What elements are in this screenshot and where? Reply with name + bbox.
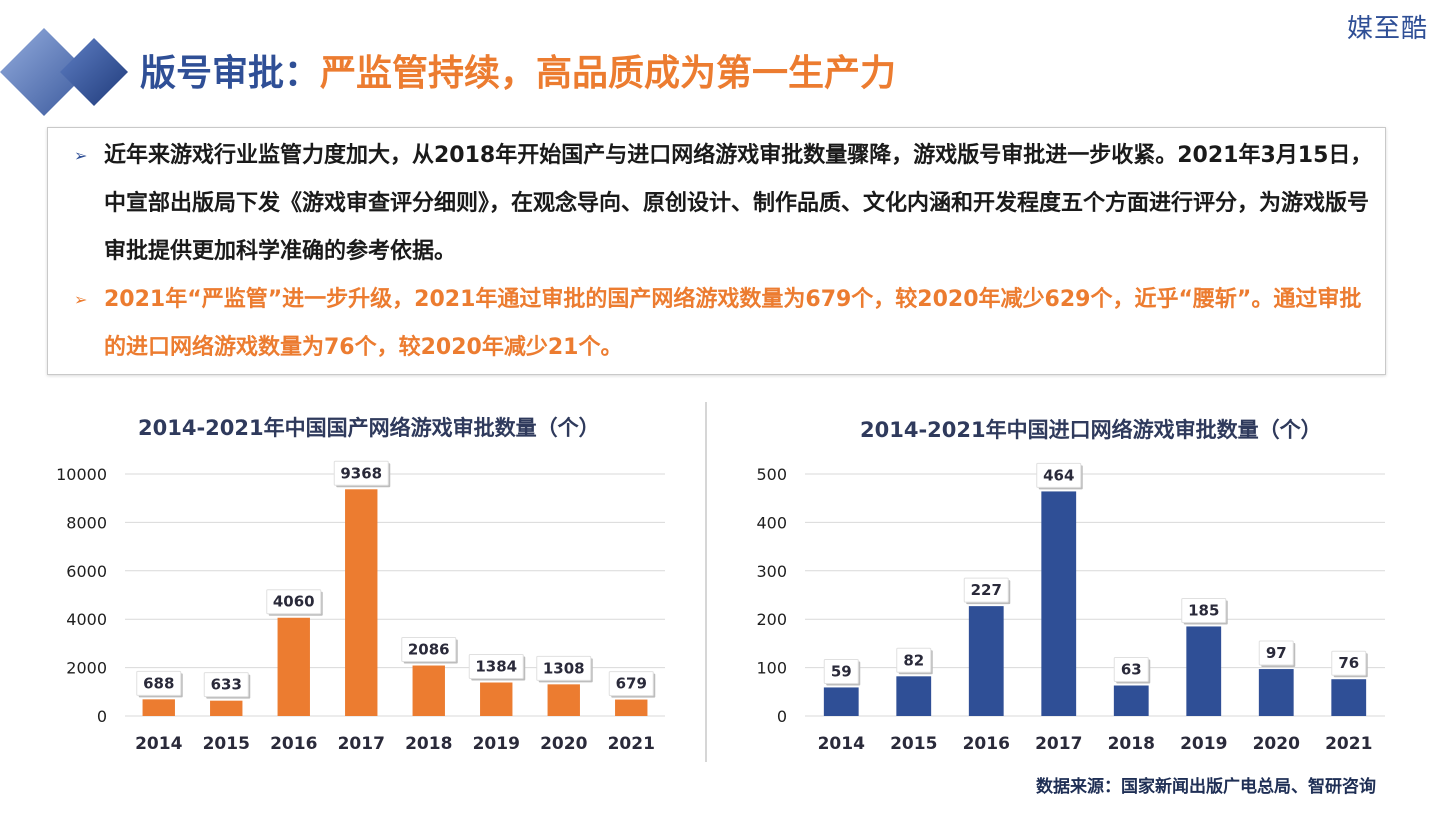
bullet-arrow-icon: ➢ bbox=[74, 290, 88, 309]
data-label-2018: 2086 bbox=[408, 641, 450, 659]
summary-callout: ➢ 近年来游戏行业监管力度加大，从2018年开始国产与进口网络游戏审批数量骤降，… bbox=[47, 127, 1386, 375]
bullet-arrow-icon: ➢ bbox=[74, 146, 88, 165]
x-tick-label-2016: 2016 bbox=[963, 734, 1010, 754]
bar-2019 bbox=[480, 682, 513, 716]
y-tick-label: 8000 bbox=[66, 513, 107, 532]
x-tick-label-2020: 2020 bbox=[540, 734, 587, 754]
title-orange: 严监管持续，高品质成为第一生产力 bbox=[320, 53, 897, 94]
data-label-2021: 76 bbox=[1338, 654, 1359, 672]
x-tick-label-2015: 2015 bbox=[203, 734, 250, 754]
bar-2021 bbox=[615, 699, 648, 716]
x-tick-label-2018: 2018 bbox=[405, 734, 452, 754]
bar-2017 bbox=[1041, 491, 1077, 716]
data-label-2017: 464 bbox=[1043, 466, 1074, 484]
x-tick-label-2015: 2015 bbox=[890, 734, 937, 754]
bar-2017 bbox=[345, 489, 378, 716]
data-label-box bbox=[823, 658, 859, 684]
bar-2015 bbox=[896, 676, 932, 716]
summary-paragraph-2: 2021年“严监管”进一步升级，2021年通过审批的国产网络游戏数量为679个，… bbox=[104, 287, 1362, 360]
bar-2018 bbox=[412, 665, 445, 716]
bar-2014 bbox=[142, 699, 175, 716]
data-label-2017: 9368 bbox=[340, 464, 382, 482]
chart-divider bbox=[705, 402, 707, 762]
x-tick-label-2021: 2021 bbox=[608, 734, 655, 754]
data-label-box bbox=[536, 655, 592, 681]
bar-2016 bbox=[277, 617, 310, 716]
y-tick-label: 0 bbox=[97, 707, 107, 726]
x-tick-label-2019: 2019 bbox=[1180, 734, 1227, 754]
data-label-2019: 185 bbox=[1188, 601, 1219, 619]
bar-2016 bbox=[968, 606, 1004, 716]
data-label-box bbox=[1258, 640, 1294, 666]
summary-paragraph-1: 近年来游戏行业监管力度加大，从2018年开始国产与进口网络游戏审批数量骤降，游戏… bbox=[104, 143, 1373, 264]
data-label-box bbox=[1181, 597, 1227, 623]
data-label-2015: 82 bbox=[903, 651, 924, 669]
data-label-box bbox=[1331, 650, 1367, 676]
data-label-2019: 1384 bbox=[475, 658, 517, 676]
bar-2018 bbox=[1113, 685, 1149, 716]
bar-2020 bbox=[547, 684, 580, 716]
data-label-box bbox=[401, 637, 457, 663]
data-label-2020: 1308 bbox=[543, 659, 585, 677]
data-label-2014: 688 bbox=[143, 674, 174, 692]
x-tick-label-2018: 2018 bbox=[1108, 734, 1155, 754]
y-tick-label: 4000 bbox=[66, 610, 107, 629]
data-label-2016: 4060 bbox=[273, 593, 315, 611]
domestic-approvals-bar-chart: 0 2000 4000 6000 8000 10000 688 2014 633 2015 4060… bbox=[56, 460, 665, 754]
bar-2014 bbox=[823, 687, 859, 716]
chart-title-domestic: 2014-2021年中国国产网络游戏审批数量（个） bbox=[138, 416, 600, 440]
bar-2020 bbox=[1258, 669, 1294, 716]
x-tick-label-2014: 2014 bbox=[818, 734, 865, 754]
x-tick-label-2017: 2017 bbox=[338, 734, 385, 754]
x-tick-label-2021: 2021 bbox=[1325, 734, 1372, 754]
y-tick-label: 0 bbox=[777, 707, 787, 726]
data-label-box bbox=[136, 670, 182, 696]
y-tick-label: 400 bbox=[756, 513, 787, 532]
data-label-box bbox=[608, 671, 654, 697]
y-tick-label: 2000 bbox=[66, 659, 107, 678]
data-label-box bbox=[1113, 657, 1149, 683]
data-label-box bbox=[468, 654, 524, 680]
x-tick-label-2014: 2014 bbox=[135, 734, 182, 754]
data-label-2015: 633 bbox=[211, 676, 242, 694]
x-tick-label-2019: 2019 bbox=[473, 734, 520, 754]
title-blue: 版号审批： bbox=[140, 53, 321, 94]
data-label-box bbox=[266, 589, 322, 615]
data-label-box bbox=[333, 460, 389, 486]
y-tick-label: 200 bbox=[756, 610, 787, 629]
y-tick-label: 10000 bbox=[56, 465, 107, 484]
data-label-2016: 227 bbox=[971, 581, 1002, 599]
y-tick-label: 100 bbox=[756, 659, 787, 678]
brand-logo-text: 媒至酷 bbox=[1346, 14, 1428, 44]
data-label-2021: 679 bbox=[616, 675, 647, 693]
data-label-2014: 59 bbox=[831, 662, 852, 680]
data-label-box bbox=[963, 577, 1009, 603]
y-tick-label: 300 bbox=[756, 562, 787, 581]
x-tick-label-2017: 2017 bbox=[1035, 734, 1082, 754]
diamond-logo-icon bbox=[0, 28, 128, 116]
bar-2019 bbox=[1186, 626, 1222, 716]
page-title: 版号审批：严监管持续，高品质成为第一生产力 bbox=[140, 44, 896, 96]
data-label-box bbox=[203, 672, 249, 698]
data-label-box bbox=[1036, 462, 1082, 488]
data-label-box bbox=[896, 647, 932, 673]
y-tick-label: 500 bbox=[756, 465, 787, 484]
x-tick-label-2020: 2020 bbox=[1253, 734, 1300, 754]
data-label-2018: 63 bbox=[1121, 661, 1142, 679]
chart-title-imported: 2014-2021年中国进口网络游戏审批数量（个） bbox=[860, 418, 1322, 442]
x-tick-label-2016: 2016 bbox=[270, 734, 317, 754]
data-label-2020: 97 bbox=[1266, 644, 1287, 662]
imported-approvals-bar-chart: 0 100 200 300 400 500 59 2014 82 2015 227 2016 464 20… bbox=[756, 462, 1385, 754]
y-tick-label: 6000 bbox=[66, 562, 107, 581]
bar-2015 bbox=[210, 700, 243, 716]
bar-2021 bbox=[1331, 679, 1367, 716]
data-source-note: 数据来源：国家新闻出版广电总局、智研咨询 bbox=[1036, 777, 1376, 797]
